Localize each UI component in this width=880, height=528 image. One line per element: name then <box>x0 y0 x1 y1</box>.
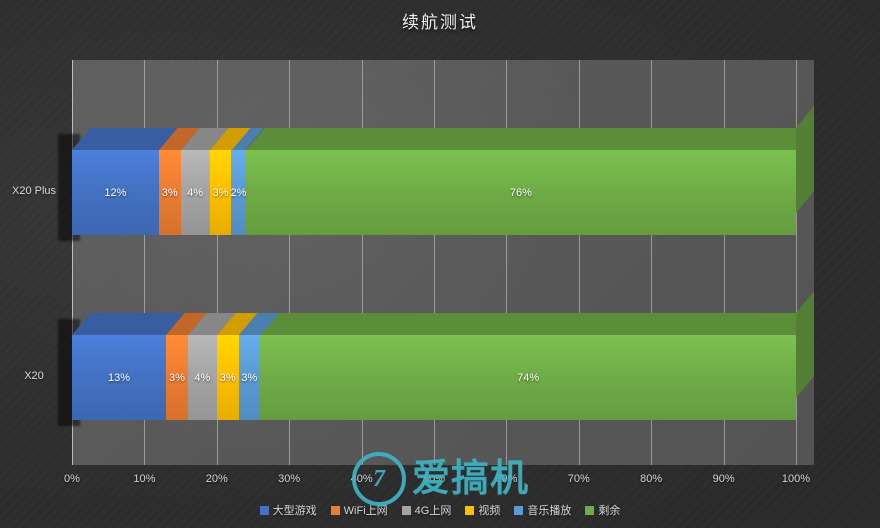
bar-segment[interactable]: 74% <box>260 291 815 420</box>
bar-segment-value-label: 12% <box>104 186 127 199</box>
x-tick-label: 60% <box>495 473 518 485</box>
x-tick-label: 0% <box>64 473 80 485</box>
legend-swatch-icon <box>585 505 595 515</box>
legend-label: 剩余 <box>598 505 621 517</box>
category-label-x20: X20 <box>24 369 44 382</box>
bar-segment[interactable]: 13% <box>72 313 185 420</box>
x-tick-label: 10% <box>133 473 156 485</box>
gridline-90pct <box>723 60 725 465</box>
bar-segment[interactable]: 4% <box>180 128 229 235</box>
category-label-x20-plus: X20 Plus <box>11 184 57 197</box>
legend-item[interactable]: 剩余 <box>585 502 620 518</box>
legend-label: 4G上网 <box>414 505 452 517</box>
legend-label: 大型游戏 <box>272 505 317 517</box>
legend-item[interactable]: 视频 <box>465 502 500 518</box>
bar-segment-side-face <box>795 106 814 213</box>
bar-segment[interactable]: 3% <box>216 313 257 420</box>
bar-segment[interactable]: 2% <box>230 128 265 235</box>
legend-swatch-icon <box>514 505 524 515</box>
legend-swatch-icon <box>401 505 411 515</box>
legend-item[interactable]: 4G上网 <box>401 502 452 518</box>
bar-segment-side-face <box>795 291 814 398</box>
gridline-10pct <box>144 60 146 465</box>
bar-segment[interactable]: 3% <box>238 313 279 420</box>
x-tick-label: 100% <box>781 473 811 485</box>
bar-segment-value-label: 3% <box>212 186 229 199</box>
chart-legend: 大型游戏 WiFi上网 4G上网 视频 音乐播放 剩余 <box>0 502 880 518</box>
legend-label: WiFi上网 <box>343 505 388 517</box>
x-tick-label: 70% <box>567 473 590 485</box>
bar-segment-value-label: 3% <box>169 371 185 384</box>
gridline-70pct <box>578 60 580 465</box>
gridline-0pct <box>72 60 73 465</box>
bar-segment[interactable]: 3% <box>166 313 207 420</box>
bar-segment-value-label: 76% <box>509 186 532 199</box>
bar-segment-value-label: 2% <box>230 186 247 199</box>
x-tick-label: 80% <box>640 473 663 485</box>
bar-row[interactable]: 12% 3% 4% 3% 2% 76% <box>58 106 815 241</box>
gridline-60pct <box>506 60 508 465</box>
x-tick-label: 30% <box>278 473 301 485</box>
legend-label: 音乐播放 <box>527 505 572 517</box>
x-tick-label: 40% <box>350 473 373 485</box>
legend-swatch-icon <box>259 505 269 515</box>
bar-segment-top-face <box>245 128 815 150</box>
x-tick-label: 90% <box>712 473 735 485</box>
bar-segment[interactable]: 4% <box>187 313 236 420</box>
plot-area: 12% 3% 4% 3% 2% 76% 13% 3% 4% 3% 3% 74% <box>58 60 815 465</box>
bar-segment-value-label: 3% <box>161 186 178 199</box>
gridline-100pct <box>796 60 797 465</box>
gridline-40pct <box>361 60 363 465</box>
gridline-80pct <box>651 60 653 465</box>
x-tick-label: 50% <box>422 473 446 485</box>
bar-segment-value-label: 3% <box>219 371 236 384</box>
legend-swatch-icon <box>330 505 340 515</box>
bar-segment-value-label: 4% <box>194 371 211 384</box>
bar-segment-value-label: 74% <box>517 371 540 384</box>
legend-swatch-icon <box>465 505 475 515</box>
bar-segment[interactable]: 3% <box>209 128 250 235</box>
gridline-20pct <box>216 60 218 465</box>
bar-segment-top-face <box>72 313 185 335</box>
bar-segment-value-label: 4% <box>187 186 204 199</box>
gridline-30pct <box>289 60 291 465</box>
legend-label: 视频 <box>478 505 501 517</box>
bar-segment-top-face <box>260 313 815 335</box>
legend-item[interactable]: 音乐播放 <box>514 502 571 518</box>
chart-title: 续航测试 <box>402 13 478 32</box>
legend-item[interactable]: 大型游戏 <box>259 502 317 518</box>
legend-item[interactable]: WiFi上网 <box>330 502 388 518</box>
bar-segment-top-face <box>72 128 178 150</box>
bar-segment-value-label: 3% <box>241 371 258 384</box>
bar-segment[interactable]: 12% <box>72 128 178 235</box>
x-tick-label: 20% <box>205 473 228 485</box>
bar-segment-value-label: 13% <box>108 371 131 384</box>
gridline-50pct <box>434 60 435 465</box>
bar-segment[interactable]: 76% <box>245 106 815 235</box>
bar-segment[interactable]: 3% <box>158 128 200 235</box>
bar-row[interactable]: 13% 3% 4% 3% 3% 74% <box>58 291 815 426</box>
